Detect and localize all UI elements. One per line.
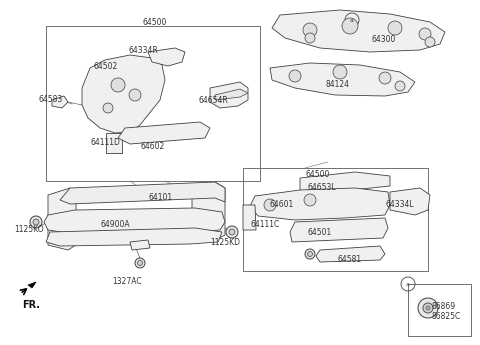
Polygon shape: [210, 82, 248, 108]
Text: 64500: 64500: [143, 18, 167, 27]
Circle shape: [129, 89, 141, 101]
Circle shape: [305, 33, 315, 43]
Circle shape: [418, 298, 438, 318]
Text: 64900A: 64900A: [100, 220, 130, 229]
Polygon shape: [316, 246, 385, 262]
Polygon shape: [106, 133, 122, 153]
Circle shape: [379, 72, 391, 84]
Bar: [408, 284, 471, 336]
Circle shape: [289, 70, 301, 82]
Text: 64334L: 64334L: [385, 200, 414, 209]
Text: 64583: 64583: [38, 95, 62, 104]
Text: 64111D: 64111D: [90, 138, 120, 147]
Polygon shape: [390, 188, 430, 215]
Text: 64502: 64502: [93, 62, 117, 71]
Polygon shape: [243, 205, 256, 230]
Circle shape: [226, 226, 238, 238]
Text: 64601: 64601: [270, 200, 294, 209]
Circle shape: [423, 303, 433, 313]
Circle shape: [419, 28, 431, 40]
Polygon shape: [130, 240, 150, 250]
Bar: [46, 26, 260, 181]
Circle shape: [388, 21, 402, 35]
Text: 84124: 84124: [325, 80, 349, 89]
Text: a: a: [406, 282, 410, 286]
Polygon shape: [44, 208, 225, 234]
Polygon shape: [215, 89, 248, 100]
Circle shape: [33, 219, 39, 225]
Polygon shape: [192, 182, 225, 240]
Circle shape: [426, 306, 430, 310]
Bar: [243, 168, 428, 271]
Circle shape: [135, 258, 145, 268]
Text: 86869: 86869: [431, 302, 455, 311]
Polygon shape: [290, 218, 388, 242]
Text: 64334R: 64334R: [128, 46, 158, 55]
Circle shape: [333, 65, 347, 79]
Circle shape: [103, 103, 113, 113]
Polygon shape: [46, 228, 222, 246]
Circle shape: [137, 260, 143, 266]
Text: 64111C: 64111C: [250, 220, 279, 229]
Text: 64300: 64300: [372, 35, 396, 44]
Polygon shape: [48, 188, 76, 250]
Polygon shape: [28, 282, 36, 288]
Text: 64653L: 64653L: [308, 183, 336, 192]
Circle shape: [111, 78, 125, 92]
Text: 1327AC: 1327AC: [112, 277, 142, 286]
Text: 64602: 64602: [140, 142, 164, 151]
Polygon shape: [148, 48, 185, 66]
Text: 86825C: 86825C: [431, 312, 460, 321]
Text: 64581: 64581: [337, 255, 361, 264]
Polygon shape: [272, 10, 445, 52]
Text: a: a: [350, 18, 354, 22]
Circle shape: [303, 23, 317, 37]
Circle shape: [30, 216, 42, 228]
Text: 64500: 64500: [305, 170, 329, 179]
Circle shape: [425, 37, 435, 47]
Circle shape: [304, 194, 316, 206]
Text: 1125KD: 1125KD: [210, 238, 240, 247]
Polygon shape: [250, 188, 390, 220]
Polygon shape: [82, 55, 165, 133]
Polygon shape: [300, 172, 390, 192]
Circle shape: [308, 252, 312, 256]
Circle shape: [264, 199, 276, 211]
Circle shape: [342, 18, 358, 34]
Circle shape: [395, 81, 405, 91]
Polygon shape: [52, 96, 68, 108]
Text: 64654R: 64654R: [198, 96, 228, 105]
Polygon shape: [118, 122, 210, 144]
Text: 64101: 64101: [148, 193, 172, 202]
Text: 64501: 64501: [307, 228, 331, 237]
Text: 1125KO: 1125KO: [14, 225, 44, 234]
Polygon shape: [60, 182, 225, 204]
Text: FR.: FR.: [22, 300, 40, 310]
Circle shape: [229, 229, 235, 235]
Circle shape: [305, 249, 315, 259]
Polygon shape: [270, 63, 415, 96]
